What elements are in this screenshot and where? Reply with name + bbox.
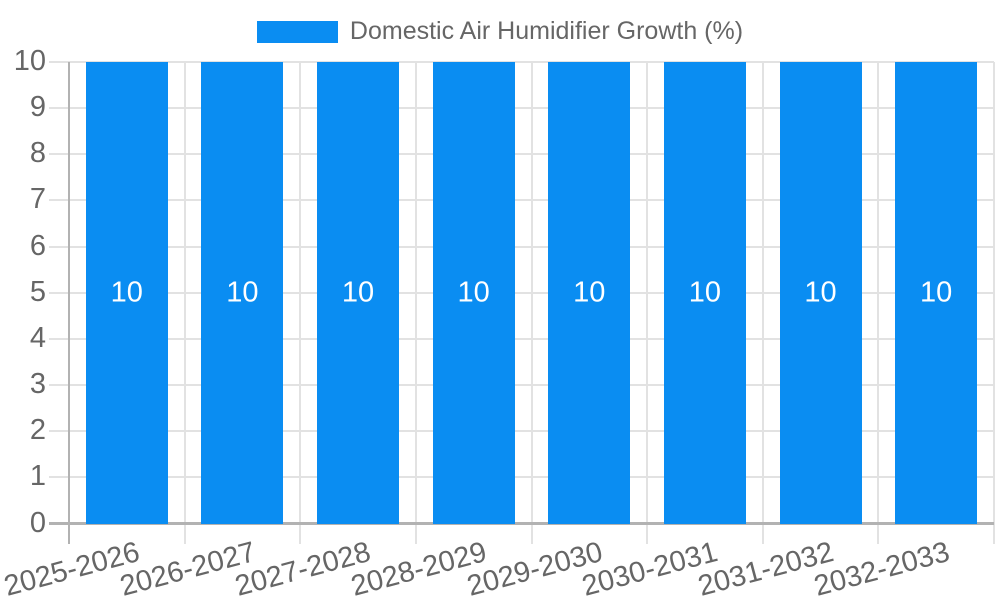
x-gridline	[183, 62, 186, 544]
y-axis-line	[68, 62, 70, 544]
bar-value-label: 10	[457, 276, 490, 309]
y-tick-label: 1	[29, 460, 46, 493]
x-axis-baseline-overlay	[49, 522, 994, 525]
bar[interactable]	[201, 62, 284, 524]
bar-value-label: 10	[341, 276, 375, 309]
bar-value-label: 10	[226, 276, 259, 309]
x-tick-label: 2032-2033	[810, 536, 953, 600]
y-gridline	[49, 153, 994, 156]
y-gridline	[49, 476, 994, 479]
y-tick-label: 6	[29, 229, 46, 262]
x-gridline	[299, 62, 302, 544]
y-tick-label: 0	[29, 506, 46, 539]
x-gridline	[414, 62, 417, 544]
bar[interactable]	[779, 62, 862, 524]
y-tick-label: 9	[29, 90, 46, 123]
bar-value-label: 10	[110, 276, 143, 309]
y-gridline	[49, 337, 994, 340]
x-gridline	[530, 62, 533, 544]
y-gridline	[49, 291, 994, 294]
y-tick-label: 10	[13, 44, 46, 77]
y-tick-label: 7	[29, 183, 46, 216]
y-gridline	[49, 245, 994, 248]
y-tick-label: 5	[29, 275, 46, 308]
y-tick-label: 4	[29, 321, 46, 354]
y-gridline	[49, 384, 994, 387]
bar-value-label: 10	[920, 276, 953, 309]
x-gridline	[993, 62, 995, 544]
bar[interactable]	[317, 62, 400, 524]
bar[interactable]	[663, 62, 746, 524]
y-gridline	[49, 199, 994, 202]
legend-swatch[interactable]	[256, 20, 338, 43]
x-gridline	[877, 62, 880, 544]
bar[interactable]	[895, 62, 978, 524]
y-tick-label: 8	[29, 137, 46, 170]
y-gridline	[49, 430, 994, 433]
y-gridline	[49, 107, 994, 110]
y-tick-label: 3	[29, 367, 46, 400]
bar-value-label: 10	[804, 276, 837, 309]
bar[interactable]	[548, 62, 631, 524]
x-gridline	[761, 62, 764, 544]
y-tick-label: 2	[29, 414, 46, 447]
y-gridline	[49, 61, 994, 63]
legend-label[interactable]: Domestic Air Humidifier Growth (%)	[349, 17, 744, 45]
bar-value-label: 10	[688, 276, 722, 309]
bar-value-label: 10	[573, 276, 606, 309]
bar[interactable]	[432, 62, 515, 524]
legend[interactable]: Domestic Air Humidifier Growth (%)	[0, 17, 1000, 46]
bar[interactable]	[85, 62, 168, 524]
x-gridline	[646, 62, 649, 544]
